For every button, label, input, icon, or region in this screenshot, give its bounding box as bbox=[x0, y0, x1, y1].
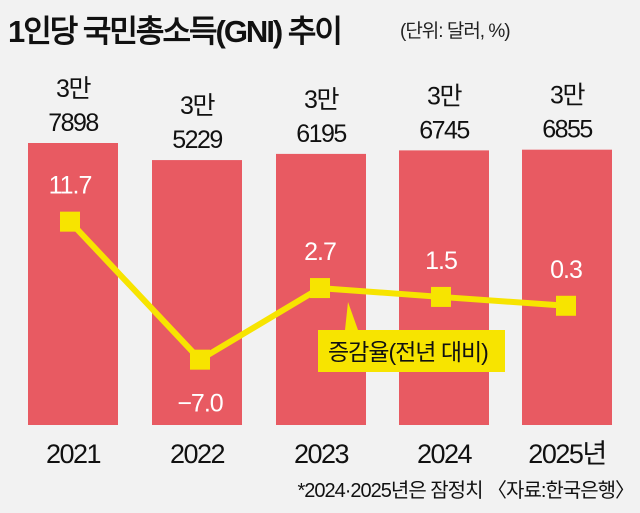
bar-label-top: 3만 bbox=[304, 86, 339, 114]
growth-label: 1.5 bbox=[425, 247, 457, 275]
growth-label: 11.7 bbox=[49, 172, 92, 200]
x-tick-label: 2021 bbox=[46, 439, 101, 469]
bar-value-label: 6745 bbox=[419, 116, 469, 144]
bar-value-label: 6195 bbox=[296, 120, 346, 148]
bar-label-top: 3만 bbox=[56, 75, 91, 103]
growth-label: −7.0 bbox=[177, 390, 222, 418]
growth-marker bbox=[60, 211, 80, 232]
x-tick-label: 2024 bbox=[417, 439, 473, 469]
bar-value-label: 5229 bbox=[172, 126, 222, 154]
legend-callout bbox=[318, 302, 505, 372]
x-tick-label: 2025년 bbox=[528, 439, 605, 469]
x-tick-label: 2023 bbox=[294, 439, 349, 469]
bar-label-top: 3만 bbox=[550, 82, 585, 110]
growth-marker bbox=[556, 295, 576, 316]
bar-2022 bbox=[152, 160, 242, 425]
bar-value-label: 7898 bbox=[48, 109, 98, 137]
growth-marker bbox=[431, 286, 451, 307]
growth-marker bbox=[190, 349, 210, 370]
bar-label-top: 3만 bbox=[180, 92, 215, 120]
source-note: *2024·2025년은 잠정치 〈자료:한국은행〉 bbox=[297, 480, 635, 502]
growth-label: 2.7 bbox=[304, 238, 336, 266]
bar-value-label: 6855 bbox=[542, 116, 592, 144]
chart-title: 1인당 국민총소득(GNI) 추이 bbox=[8, 14, 343, 49]
growth-label: 0.3 bbox=[550, 256, 582, 284]
bar-label-top: 3만 bbox=[427, 82, 462, 110]
bar-2025년 bbox=[522, 149, 612, 425]
unit-label: (단위: 달러, %) bbox=[400, 21, 511, 42]
x-tick-label: 2022 bbox=[170, 439, 225, 469]
growth-marker bbox=[310, 278, 330, 299]
bar-2021 bbox=[28, 143, 118, 425]
legend-label: 증감율(전년 대비) bbox=[328, 339, 488, 365]
